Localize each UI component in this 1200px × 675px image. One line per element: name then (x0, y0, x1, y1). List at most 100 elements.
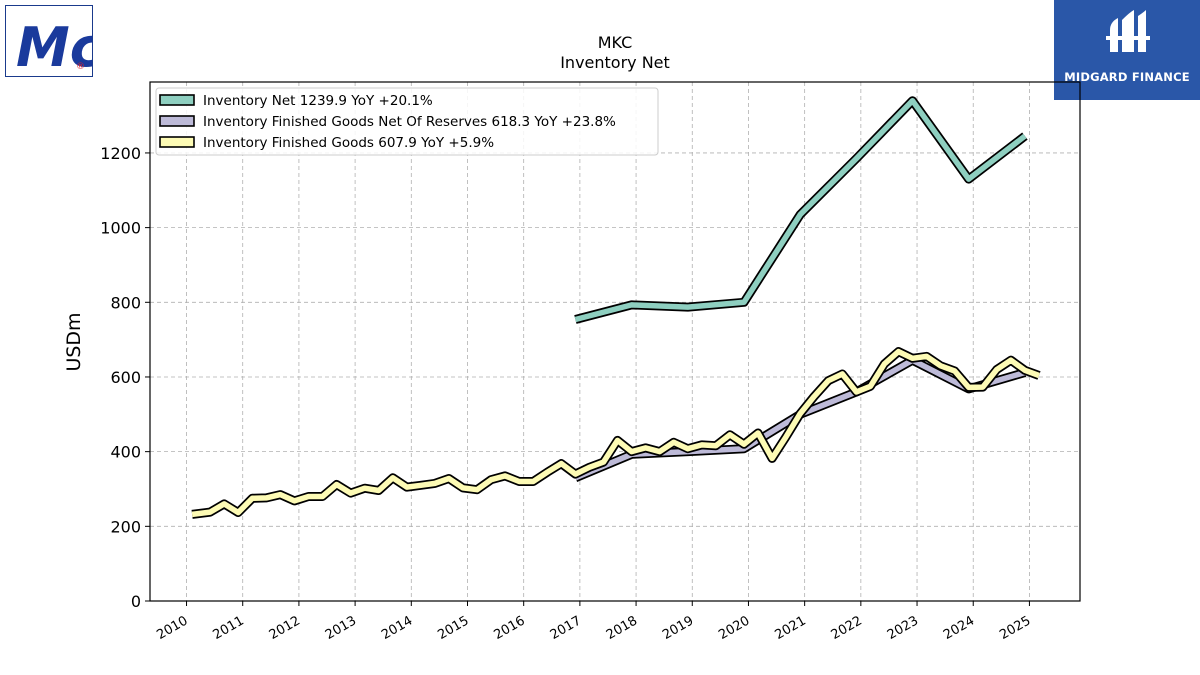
data-point (629, 449, 634, 454)
x-tick-label: 2014 (379, 613, 415, 643)
data-point (784, 434, 789, 439)
data-point (615, 438, 620, 443)
x-tick-label: 2025 (997, 613, 1033, 643)
data-point (994, 367, 999, 372)
data-point (882, 361, 887, 366)
data-point (896, 349, 901, 354)
data-point (742, 442, 747, 447)
mccormick-logo-mark: Mc ® (16, 16, 102, 79)
data-point (573, 472, 578, 477)
data-point (390, 475, 395, 480)
data-point (475, 487, 480, 492)
data-point (685, 305, 690, 310)
x-tick-label: 2012 (267, 613, 303, 643)
data-point (559, 461, 564, 466)
data-point (938, 363, 943, 368)
y-tick-label: 1200 (100, 144, 141, 163)
data-point (966, 177, 971, 182)
midgard-finance-wordmark: MIDGARD FINANCE (1064, 70, 1190, 84)
y-tick-label: 0 (131, 592, 141, 611)
x-tick-label: 2010 (154, 613, 190, 643)
midgard-finance-logo: MIDGARD FINANCE (1054, 0, 1200, 100)
legend-swatch (159, 115, 195, 127)
x-axis: 2010 2011 2012 2013 2014 2015 2016 2017 2018 2019… (154, 601, 1033, 643)
data-point (1022, 134, 1027, 139)
data-point (601, 460, 606, 465)
x-tick-label: 2011 (211, 613, 247, 643)
data-point (362, 486, 367, 491)
data-point (770, 456, 775, 461)
data-point (348, 491, 353, 496)
y-tick-label: 800 (110, 293, 141, 312)
data-point (264, 495, 269, 500)
data-point (334, 482, 339, 487)
chart-title: MKC (598, 33, 633, 52)
data-point (236, 510, 241, 515)
data-point (798, 411, 803, 416)
logo-registered-mark: ® (76, 62, 85, 72)
grid-lines (150, 82, 1080, 602)
data-point (657, 449, 662, 454)
legend-box (155, 87, 659, 156)
legend-label: Inventory Finished Goods Net Of Reserves… (203, 114, 616, 130)
series-line (574, 97, 1027, 323)
data-point (742, 300, 747, 305)
data-point (713, 443, 718, 448)
x-tick-label: 2019 (660, 613, 696, 643)
y-axis: 0 200 400 600 800 1000 1200 (100, 144, 150, 611)
chart-subtitle: Inventory Net (560, 53, 670, 72)
x-tick-label: 2013 (323, 613, 359, 643)
data-point (966, 385, 971, 390)
data-point (503, 473, 508, 478)
data-point (404, 485, 409, 490)
y-tick-label: 200 (110, 517, 141, 536)
y-axis-label: USDm (63, 312, 85, 371)
legend-swatch (159, 136, 195, 148)
x-tick-label: 2023 (885, 613, 921, 643)
data-point (461, 485, 466, 490)
x-tick-label: 2021 (772, 613, 808, 643)
data-point (320, 494, 325, 499)
data-point (306, 494, 311, 499)
y-tick-label: 400 (110, 443, 141, 462)
x-tick-label: 2020 (716, 613, 752, 643)
data-point (1008, 358, 1013, 363)
y-tick-label: 1000 (100, 219, 141, 238)
data-point (756, 431, 761, 436)
data-point (798, 212, 803, 217)
data-point (868, 384, 873, 389)
x-tick-label: 2022 (829, 613, 865, 643)
legend-label: Inventory Finished Goods 607.9 YoY +5.9% (203, 135, 494, 151)
data-point (924, 354, 929, 359)
legend-label: Inventory Net 1239.9 YoY +20.1% (203, 93, 433, 109)
data-point (826, 378, 831, 383)
data-point (980, 385, 985, 390)
data-point (671, 440, 676, 445)
data-point (531, 479, 536, 484)
data-point (278, 492, 283, 497)
midgard-emblem-icon (1106, 10, 1150, 52)
data-point (685, 446, 690, 451)
data-point (840, 372, 845, 377)
data-point (489, 477, 494, 482)
series-line-outline (191, 347, 1041, 519)
data-point (1037, 373, 1042, 378)
plot-frame (149, 81, 1081, 602)
data-point (727, 432, 732, 437)
data-point (446, 476, 451, 481)
data-point (250, 496, 255, 501)
data-point (376, 488, 381, 493)
logo-letter-m: Mc (16, 16, 92, 76)
data-point (418, 483, 423, 488)
data-point (699, 442, 704, 447)
data-point (910, 356, 915, 361)
series-lines (190, 96, 1042, 519)
data-point (190, 512, 195, 517)
data-point (517, 479, 522, 484)
data-point (573, 317, 578, 322)
series-line (191, 348, 1040, 518)
x-tick-label: 2024 (941, 613, 977, 643)
x-tick-label: 2015 (435, 613, 471, 643)
data-point (1022, 368, 1027, 373)
